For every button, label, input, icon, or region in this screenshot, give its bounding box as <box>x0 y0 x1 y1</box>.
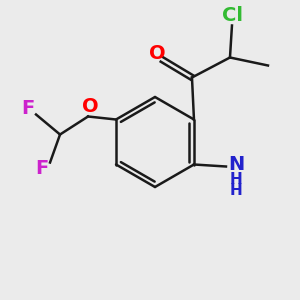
Text: F: F <box>35 159 49 178</box>
Text: H: H <box>230 172 242 187</box>
Text: O: O <box>82 97 98 116</box>
Text: Cl: Cl <box>223 6 244 25</box>
Text: H: H <box>230 183 242 198</box>
Text: F: F <box>21 99 35 118</box>
Text: N: N <box>228 155 244 174</box>
Text: O: O <box>149 44 165 63</box>
